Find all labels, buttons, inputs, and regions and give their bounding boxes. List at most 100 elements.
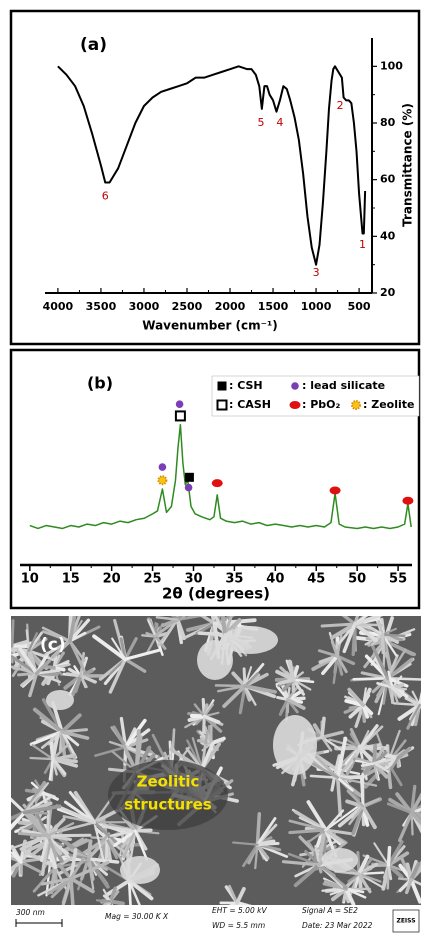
sem-fiber: [358, 724, 379, 750]
sem-fiber: [95, 899, 112, 903]
sem-fiber: [238, 684, 247, 715]
sem-fiber: [41, 791, 59, 801]
sem-fiber: [202, 714, 206, 735]
x-tick-label: 45: [307, 572, 325, 587]
sem-fiber: [92, 634, 128, 662]
sem-fiber: [357, 872, 382, 883]
sem-fiber: [46, 822, 75, 837]
sem-fiber: [381, 633, 406, 638]
sem-fiber: [193, 703, 206, 718]
sem-fiber: [387, 670, 394, 689]
sem-fiber: [281, 860, 321, 867]
sem-fiber: [373, 842, 390, 867]
sem-fiber: [108, 899, 125, 906]
sem-fiber: [361, 797, 380, 808]
sem-fiber: [352, 622, 378, 643]
panel-b-title: (b): [87, 374, 113, 393]
peak-label: 5: [257, 116, 264, 129]
sem-fiber: [336, 634, 343, 658]
marker-csh: [184, 472, 194, 482]
sem-fiber: [60, 713, 82, 734]
x-tick-label: 1500: [258, 300, 289, 313]
scale-bar-label: 300 nm: [16, 908, 45, 917]
sem-fiber: [68, 639, 86, 673]
sem-fiber: [203, 703, 215, 718]
sem-fiber: [11, 644, 14, 653]
peak-label: 3: [313, 266, 320, 279]
sem-fiber: [25, 629, 30, 652]
sem-fiber: [360, 762, 376, 767]
sem-fiber: [334, 754, 342, 771]
sem-fiber: [320, 736, 343, 752]
sem-fiber: [61, 877, 73, 906]
sem-fiber: [370, 642, 390, 680]
sem-image: [11, 616, 421, 906]
sem-fiber: [293, 862, 321, 888]
sem-fiber: [119, 716, 128, 749]
working-distance: WD = 5.5 mm: [212, 921, 265, 930]
logo-box: [392, 909, 420, 933]
sem-fiber: [11, 810, 27, 831]
brand-logo: ZEISS: [396, 918, 415, 925]
sem-fiber: [320, 716, 326, 740]
sem-fiber: [387, 863, 393, 881]
sem-fiber: [292, 678, 315, 684]
sem-fiber: [409, 807, 421, 815]
sem-fiber: [112, 725, 128, 749]
sem-fiber: [382, 639, 416, 657]
panel-a-title: (a): [80, 35, 107, 55]
sem-fiber: [11, 644, 14, 648]
sem-fiber: [200, 742, 215, 771]
sem-fiber: [68, 616, 77, 643]
sem-fiber: [317, 834, 326, 867]
sem-fiber: [386, 657, 414, 680]
sem-fiber: [255, 812, 262, 847]
sem-fiber: [353, 616, 384, 626]
sem-fiber: [344, 886, 356, 906]
sem-fiber: [329, 622, 357, 640]
sem-fiber: [254, 843, 259, 870]
sem-fiber: [105, 836, 118, 860]
sem-fiber: [336, 753, 357, 779]
sem-fiber: [58, 821, 96, 833]
sem-fiber: [92, 820, 122, 847]
sem-fiber: [127, 879, 142, 906]
marker-pbo2: [289, 401, 301, 409]
sem-fiber: [46, 834, 58, 857]
sem-fiber: [348, 703, 366, 719]
x-tick-label: 3500: [86, 300, 117, 313]
sem-fiber: [11, 619, 15, 648]
sem-fiber: [94, 745, 127, 757]
sem-fiber: [68, 618, 91, 643]
x-tick-label: 3000: [129, 300, 160, 313]
sem-fiber: [359, 777, 365, 808]
sem-fiber: [80, 857, 91, 881]
sem-fiber: [123, 648, 162, 661]
sem-fiber: [242, 843, 259, 868]
sem-fiber: [11, 851, 23, 864]
sem-blob: [120, 856, 160, 884]
sem-fiber: [386, 840, 404, 867]
sem-fiber: [46, 877, 73, 896]
sem-fiber: [287, 659, 296, 682]
sem-fiber: [40, 834, 50, 863]
sem-fiber: [336, 776, 378, 787]
sem-fiber: [255, 817, 277, 847]
sem-fiber: [347, 687, 365, 707]
sem-fiber: [145, 635, 158, 655]
legend-label: : PbO₂: [302, 398, 341, 411]
sem-fiber: [344, 887, 365, 894]
sem-blob: [46, 690, 74, 710]
sem-fiber: [124, 745, 158, 758]
sem-fiber: [396, 746, 412, 760]
sem-fiber: [69, 848, 78, 881]
legend-label: : lead silicate: [302, 379, 385, 392]
marker-zeolite: [157, 475, 168, 486]
marker-lead-silicate: [175, 400, 184, 409]
peak-label: 4: [276, 116, 283, 129]
sem-fiber: [243, 672, 259, 688]
sem-fiber: [381, 633, 398, 657]
marker-cash: [216, 399, 228, 411]
sem-fiber: [418, 690, 421, 707]
